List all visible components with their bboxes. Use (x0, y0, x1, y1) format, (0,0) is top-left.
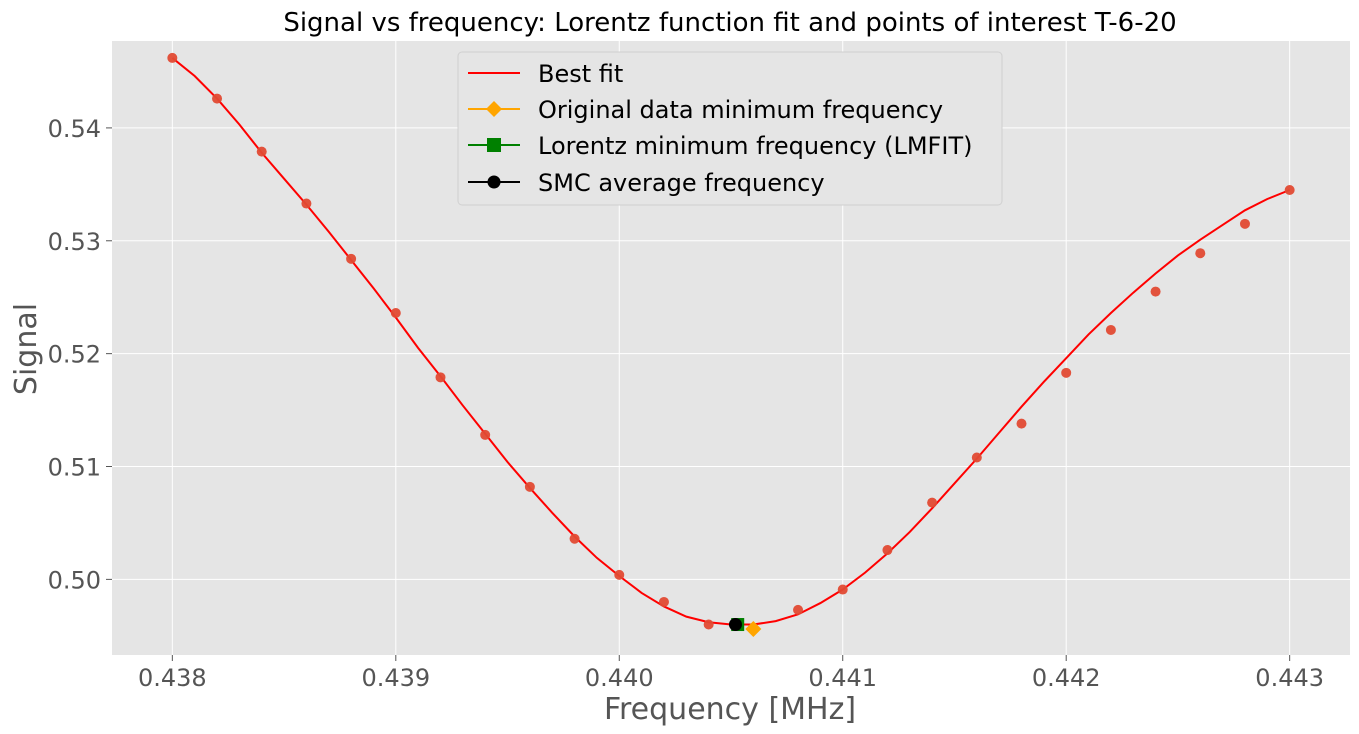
y-tick-label: 0.50 (48, 566, 101, 594)
data-point (1061, 367, 1072, 378)
data-point (703, 619, 714, 630)
y-ticks: 0.50 0.51 0.52 0.53 0.54 (48, 115, 112, 594)
legend-square-icon (487, 138, 501, 152)
data-point (837, 584, 848, 595)
legend-label-lorentz-min: Lorentz minimum frequency (LMFIT) (538, 132, 972, 160)
data-point (480, 429, 491, 440)
data-point (256, 146, 267, 157)
data-point (167, 52, 178, 63)
y-tick-label: 0.52 (48, 341, 101, 369)
data-point (569, 533, 580, 544)
data-point (658, 596, 669, 607)
x-tick-label: 0.443 (1255, 664, 1324, 692)
data-point (1016, 418, 1027, 429)
y-tick-label: 0.54 (48, 115, 101, 143)
x-tick-label: 0.442 (1032, 664, 1101, 692)
legend: Best fit Original data minimum frequency… (457, 51, 1003, 206)
data-point (435, 372, 446, 383)
data-point (212, 93, 223, 104)
data-point (301, 198, 312, 209)
x-ticks: 0.438 0.439 0.440 0.441 0.442 0.443 (138, 655, 1324, 692)
data-point (346, 253, 357, 264)
legend-label-smc: SMC average frequency (538, 169, 825, 197)
legend-frame (457, 51, 1003, 206)
data-point (1195, 248, 1206, 259)
special-markers-layer (728, 618, 762, 638)
x-tick-label: 0.441 (808, 664, 877, 692)
data-point (1105, 324, 1116, 335)
y-tick-label: 0.51 (48, 454, 101, 482)
data-point (971, 452, 982, 463)
chart-title: Signal vs frequency: Lorentz function fi… (283, 8, 1176, 38)
smc-avg-circle-marker (728, 618, 742, 632)
y-tick-label: 0.53 (48, 228, 101, 256)
legend-circle-icon (487, 175, 501, 189)
data-point (390, 308, 401, 319)
data-point (614, 569, 625, 580)
data-point (524, 481, 535, 492)
legend-label-orig-min: Original data minimum frequency (538, 96, 943, 124)
legend-label-best-fit: Best fit (538, 60, 623, 88)
x-tick-label: 0.440 (585, 664, 654, 692)
x-tick-label: 0.439 (361, 664, 430, 692)
y-axis-label: Signal (9, 303, 44, 395)
data-point (1284, 184, 1295, 195)
data-point (1150, 286, 1161, 297)
x-axis-label: Frequency [MHz] (604, 692, 856, 727)
data-point (793, 604, 804, 615)
orig-min-diamond-marker (745, 621, 762, 638)
data-point (927, 497, 938, 508)
data-point (882, 545, 893, 556)
data-point (1239, 218, 1250, 229)
legend-diamond-icon (486, 101, 502, 117)
x-tick-label: 0.438 (138, 664, 207, 692)
